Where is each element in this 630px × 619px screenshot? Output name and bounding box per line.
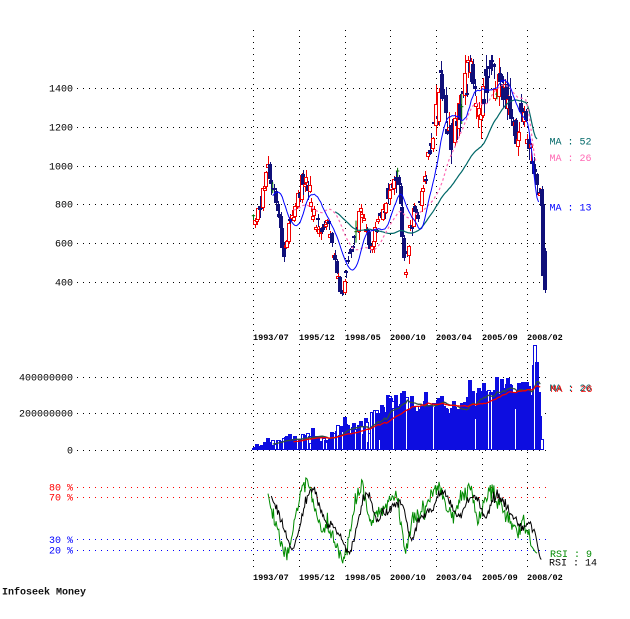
svg-text:2000/10: 2000/10 xyxy=(390,333,426,343)
svg-text:70 %: 70 % xyxy=(49,494,73,505)
svg-text:400: 400 xyxy=(55,279,73,290)
svg-text:1200: 1200 xyxy=(49,124,73,135)
svg-text:200000000: 200000000 xyxy=(19,410,73,421)
svg-text:1995/12: 1995/12 xyxy=(299,573,335,583)
svg-text:1993/07: 1993/07 xyxy=(253,333,289,343)
svg-text:1000: 1000 xyxy=(49,163,73,174)
svg-text:2008/02: 2008/02 xyxy=(527,333,563,343)
svg-text:30 %: 30 % xyxy=(49,536,73,547)
svg-text:RSI : 9: RSI : 9 xyxy=(550,550,592,561)
svg-text:0: 0 xyxy=(67,447,73,458)
svg-text:MA : 26: MA : 26 xyxy=(550,154,592,165)
svg-text:RSI : 14: RSI : 14 xyxy=(549,559,597,570)
svg-text:Infoseek Money: Infoseek Money xyxy=(2,587,86,599)
svg-text:1995/12: 1995/12 xyxy=(299,333,335,343)
svg-text:1998/05: 1998/05 xyxy=(345,333,381,343)
svg-text:MA : 26: MA : 26 xyxy=(550,384,592,395)
svg-text:1993/07: 1993/07 xyxy=(253,573,289,583)
svg-text:800: 800 xyxy=(55,201,73,212)
svg-text:2003/04: 2003/04 xyxy=(436,333,472,343)
svg-text:2005/09: 2005/09 xyxy=(482,573,518,583)
svg-text:2005/09: 2005/09 xyxy=(482,333,518,343)
svg-text:1400: 1400 xyxy=(49,85,73,96)
svg-text:80 %: 80 % xyxy=(49,484,73,495)
svg-text:20 %: 20 % xyxy=(49,547,73,558)
svg-text:1998/05: 1998/05 xyxy=(345,573,381,583)
svg-text:2008/02: 2008/02 xyxy=(527,573,563,583)
svg-text:MA : 52: MA : 52 xyxy=(550,138,592,149)
svg-text:2003/04: 2003/04 xyxy=(436,573,472,583)
svg-text:400000000: 400000000 xyxy=(19,374,73,385)
svg-text:600: 600 xyxy=(55,240,73,251)
svg-text:MA : 26: MA : 26 xyxy=(551,385,593,396)
svg-text:MA : 13: MA : 13 xyxy=(550,204,592,215)
svg-text:2000/10: 2000/10 xyxy=(390,573,426,583)
